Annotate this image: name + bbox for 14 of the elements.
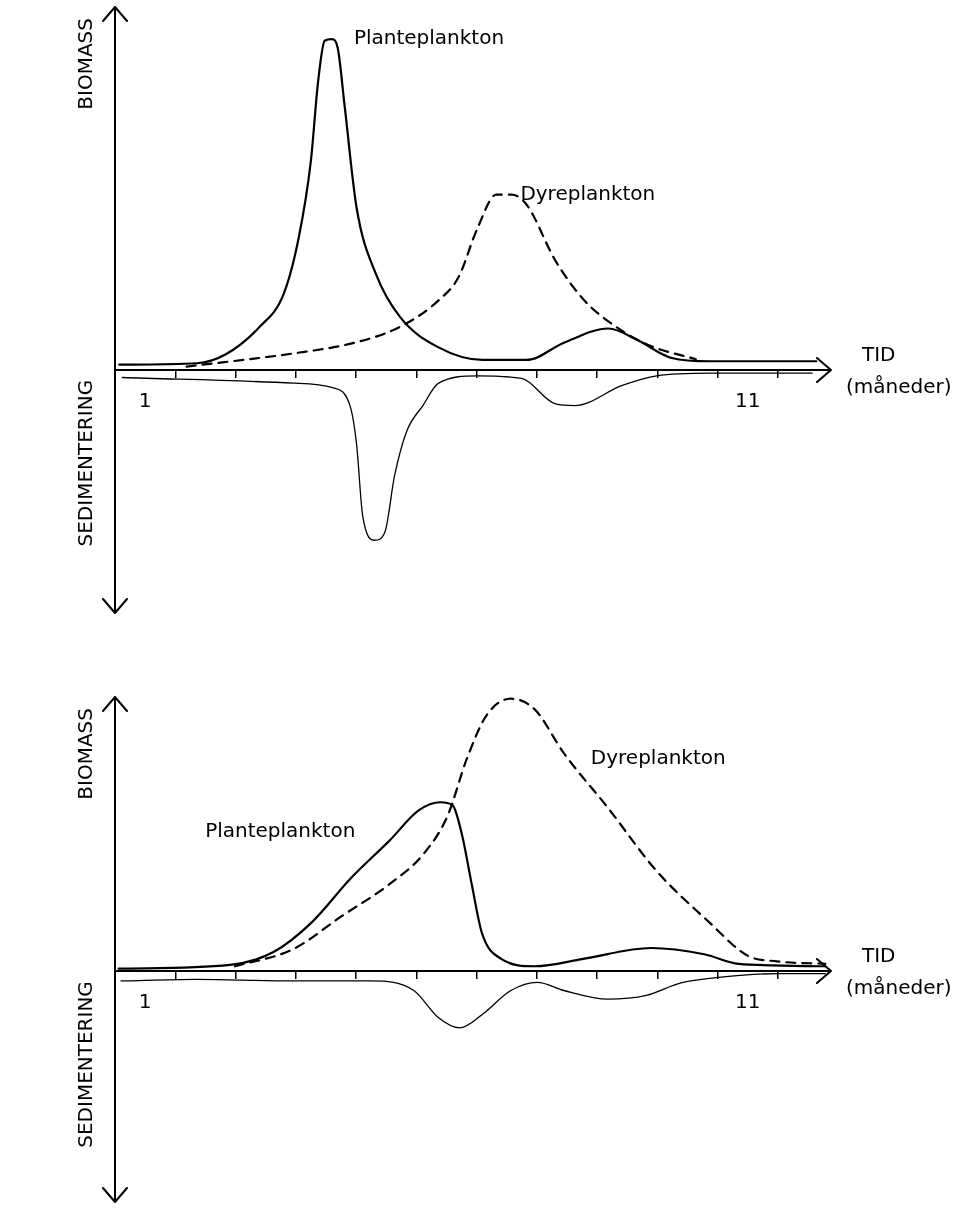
x-axis-title: TID (måneder) [845, 943, 952, 1000]
series-label: Dyreplankton [590, 744, 726, 769]
x-tick-label: 1 [138, 989, 152, 1014]
y-axis-title: BIOMASS [73, 708, 98, 800]
x-tick-label: 11 [734, 388, 761, 413]
x-axis-title: TID (måneder) [845, 342, 952, 399]
text: SEDIMENTERING [73, 981, 98, 1148]
x-tick-label: 11 [734, 989, 761, 1014]
text: SEDIMENTERING [73, 379, 98, 547]
series-label: Planteplankton [205, 818, 356, 843]
series-label: Planteplankton [353, 25, 505, 50]
series-label: Dyreplankton [520, 180, 656, 205]
y-axis-title: BIOMASS [73, 18, 98, 110]
x-tick-label: 1 [138, 388, 152, 413]
